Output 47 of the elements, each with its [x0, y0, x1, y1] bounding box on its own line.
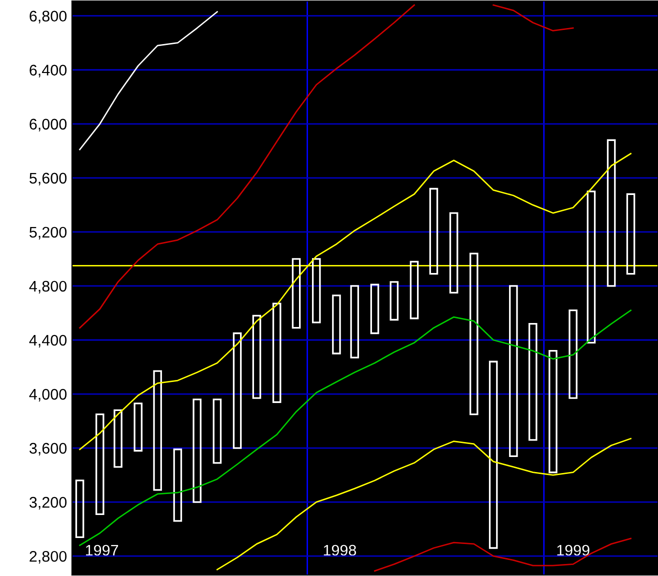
bar [548, 350, 558, 474]
bar [586, 190, 596, 344]
bar [292, 258, 301, 329]
bar [272, 302, 282, 403]
y-tick-label: 6,400 [30, 64, 67, 78]
bar [410, 260, 419, 320]
bar [153, 370, 162, 491]
y-tick-label: 3,200 [29, 496, 67, 510]
bar [173, 448, 182, 522]
bar [429, 188, 438, 275]
bar [252, 314, 262, 399]
y-tick-label: 2,800 [30, 550, 67, 564]
bar [332, 294, 341, 354]
y-tick-label: 5,200 [30, 226, 67, 240]
y-tick-label: 6,000 [30, 118, 67, 132]
bar [606, 139, 616, 287]
y-tick-label: 3,600 [29, 442, 67, 456]
bar [528, 322, 538, 441]
bar [232, 332, 242, 449]
line-series [374, 538, 632, 572]
y-tick-label: 5,600 [30, 172, 67, 186]
bar [312, 258, 321, 324]
bar [95, 413, 104, 516]
bar [449, 212, 458, 294]
y-tick-label: 4,800 [29, 280, 67, 294]
bar [370, 284, 380, 334]
bar [470, 252, 478, 416]
x-tick-label: 1997 [86, 544, 118, 556]
y-tick-label: 6,800 [30, 10, 67, 24]
bar [212, 398, 222, 464]
y-tick-label: 4,000 [29, 388, 67, 402]
bar [75, 480, 84, 538]
x-tick-label: 1999 [557, 544, 590, 556]
bar [114, 409, 122, 468]
y-tick-label: 4,400 [29, 334, 67, 348]
x-tick-label: 1998 [324, 544, 356, 556]
bar [488, 360, 498, 549]
bar [192, 398, 202, 503]
bar [509, 285, 518, 457]
line-series [216, 438, 632, 570]
bar [350, 285, 360, 358]
bar [134, 402, 143, 452]
line-series [79, 11, 218, 150]
bar [390, 281, 399, 321]
line-series [79, 310, 632, 546]
bar [626, 193, 636, 275]
bar [568, 309, 578, 399]
